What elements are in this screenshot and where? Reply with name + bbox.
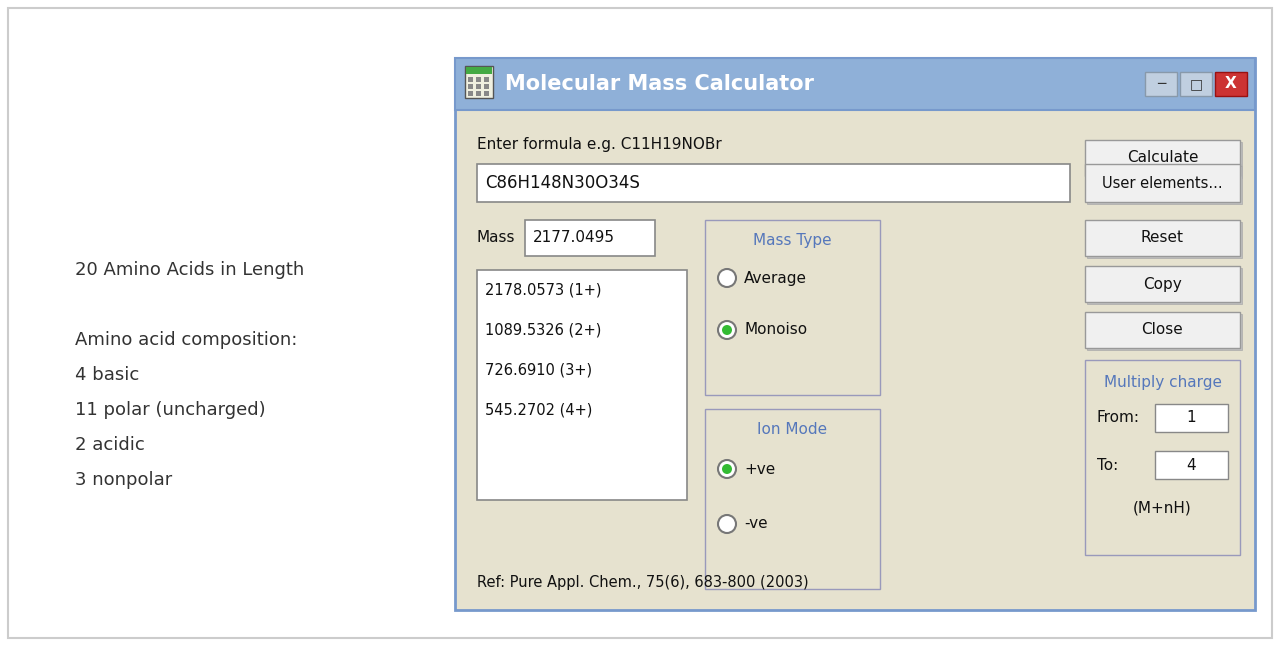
Text: User elements...: User elements... [1102, 176, 1222, 191]
Text: Mass: Mass [477, 231, 516, 245]
Text: C86H148N30O34S: C86H148N30O34S [485, 174, 640, 192]
Text: 4 basic: 4 basic [76, 366, 140, 384]
Circle shape [718, 460, 736, 478]
Bar [477, 270, 687, 500]
Circle shape [718, 321, 736, 339]
Bar [525, 220, 655, 256]
Text: Average: Average [744, 271, 806, 286]
Bar [454, 58, 1254, 610]
Bar [476, 91, 481, 96]
Text: Multiply charge: Multiply charge [1103, 375, 1221, 390]
Text: Reset: Reset [1140, 231, 1184, 245]
Text: ─: ─ [1157, 77, 1165, 91]
Text: □: □ [1189, 77, 1203, 91]
Text: X: X [1225, 76, 1236, 92]
Bar [468, 84, 474, 89]
Text: Copy: Copy [1143, 276, 1181, 291]
Bar [1087, 314, 1242, 350]
Text: -ve: -ve [744, 517, 768, 532]
Text: 2 acidic: 2 acidic [76, 436, 145, 454]
Bar [477, 164, 1070, 202]
Text: Close: Close [1142, 322, 1184, 337]
Text: 2178.0573 (1+): 2178.0573 (1+) [485, 282, 602, 298]
Text: To:: To: [1097, 457, 1119, 472]
Bar [1155, 451, 1228, 479]
Bar [1085, 140, 1240, 176]
Text: Enter formula e.g. C11H19NOBr: Enter formula e.g. C11H19NOBr [477, 136, 722, 152]
Bar [1087, 222, 1242, 258]
Bar [1085, 220, 1240, 256]
Bar [466, 67, 492, 74]
Bar [468, 91, 474, 96]
Bar [1087, 142, 1242, 178]
Bar [454, 58, 1254, 110]
Text: 726.6910 (3+): 726.6910 (3+) [485, 362, 593, 377]
Bar [705, 409, 881, 589]
Text: (M+nH): (M+nH) [1133, 501, 1192, 516]
Text: 2177.0495: 2177.0495 [532, 231, 614, 245]
Text: Mass Type: Mass Type [753, 233, 832, 247]
Text: 1: 1 [1187, 410, 1197, 426]
Text: Calculate: Calculate [1126, 151, 1198, 165]
Bar [1180, 72, 1212, 96]
Bar [468, 77, 474, 82]
Text: From:: From: [1097, 410, 1140, 426]
Text: 1089.5326 (2+): 1089.5326 (2+) [485, 322, 602, 337]
Circle shape [722, 464, 732, 474]
Bar [484, 84, 489, 89]
Bar [1146, 72, 1178, 96]
Bar [484, 91, 489, 96]
Text: 4: 4 [1187, 457, 1197, 472]
Bar [1087, 166, 1242, 204]
Bar [705, 220, 881, 395]
Text: +ve: +ve [744, 461, 776, 477]
Text: Monoiso: Monoiso [744, 322, 808, 337]
Text: Molecular Mass Calculator: Molecular Mass Calculator [506, 74, 814, 94]
Text: 11 polar (uncharged): 11 polar (uncharged) [76, 401, 266, 419]
Text: Ref: Pure Appl. Chem., 75(6), 683-800 (2003): Ref: Pure Appl. Chem., 75(6), 683-800 (2… [477, 574, 809, 590]
Bar [1087, 268, 1242, 304]
Bar [1085, 266, 1240, 302]
Bar [476, 84, 481, 89]
Text: 3 nonpolar: 3 nonpolar [76, 471, 173, 489]
Bar [1085, 312, 1240, 348]
Text: Ion Mode: Ion Mode [758, 421, 828, 437]
Bar [484, 77, 489, 82]
Bar [1085, 164, 1240, 202]
Bar [476, 77, 481, 82]
Text: 545.2702 (4+): 545.2702 (4+) [485, 402, 593, 417]
Circle shape [718, 269, 736, 287]
Bar [1085, 360, 1240, 555]
Circle shape [718, 515, 736, 533]
Circle shape [722, 325, 732, 335]
Text: 20 Amino Acids in Length: 20 Amino Acids in Length [76, 261, 305, 279]
Text: Amino acid composition:: Amino acid composition: [76, 331, 297, 349]
Bar [465, 66, 493, 98]
Bar [1215, 72, 1247, 96]
Bar [1155, 404, 1228, 432]
